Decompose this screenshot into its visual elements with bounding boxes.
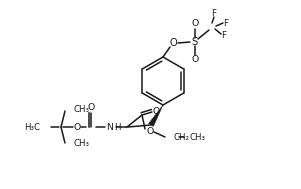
Text: CH₃: CH₃ [74, 105, 90, 115]
Text: H: H [114, 122, 120, 132]
Text: O: O [191, 19, 199, 29]
Text: O: O [146, 126, 154, 136]
Text: O: O [73, 122, 81, 132]
Text: O: O [152, 106, 160, 115]
Text: CH₂: CH₂ [173, 132, 189, 142]
Text: CH₃: CH₃ [74, 139, 90, 149]
Text: O: O [87, 104, 95, 112]
Text: O: O [191, 56, 199, 64]
Text: F: F [212, 9, 216, 19]
Text: CH₃: CH₃ [190, 132, 206, 142]
Polygon shape [149, 105, 163, 126]
Text: F: F [224, 19, 228, 28]
Text: S: S [192, 37, 198, 47]
Text: N: N [107, 122, 113, 132]
Text: H₃C: H₃C [24, 122, 40, 132]
Text: O: O [169, 38, 177, 48]
Text: F: F [222, 32, 226, 40]
